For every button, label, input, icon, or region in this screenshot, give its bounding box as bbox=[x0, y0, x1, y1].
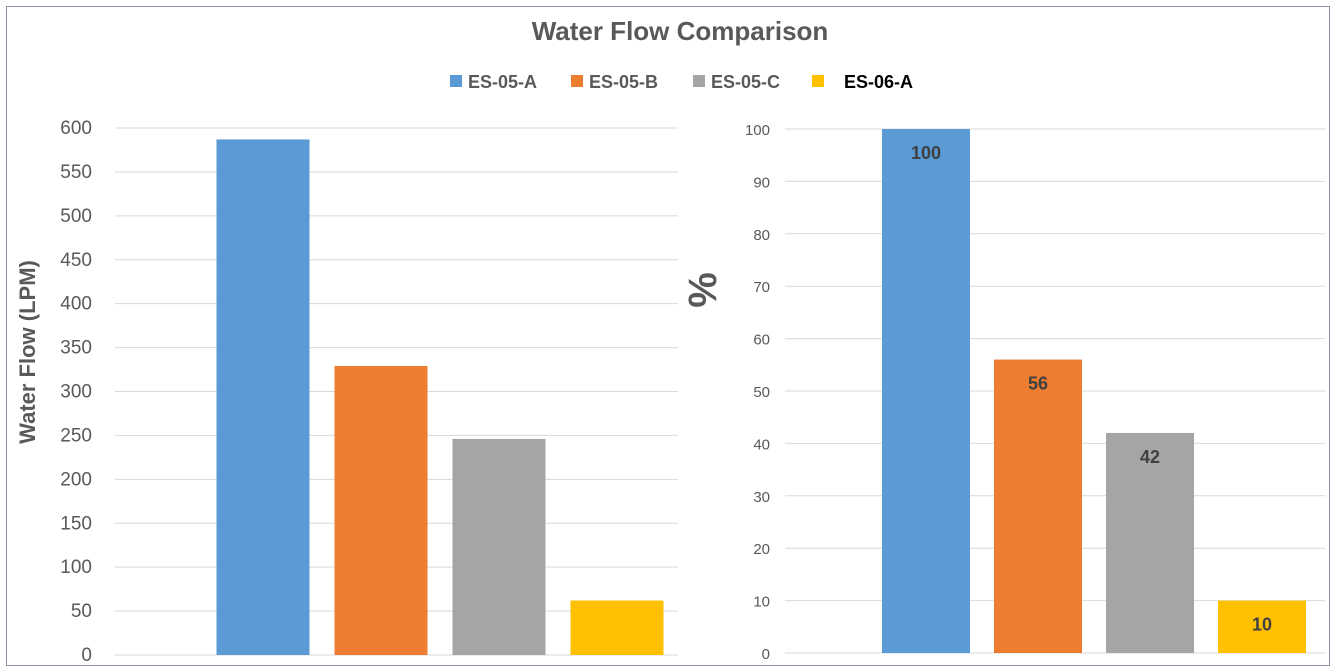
legend-label-es-05-b: ES-05-B bbox=[589, 72, 658, 92]
bar-es-05-c bbox=[1106, 432, 1194, 653]
y-tick-label-400: 400 bbox=[60, 294, 92, 315]
legend-swatch-es-05-a bbox=[450, 75, 462, 87]
left-y-tick-labels: 0 50 100 150 200 250 300 350 400 450 500 550 600 bbox=[60, 118, 92, 666]
y-tick-label-50: 50 bbox=[71, 601, 92, 622]
y-tick-label-100: 100 bbox=[60, 557, 92, 578]
y-tick-label-10: 10 bbox=[753, 594, 770, 611]
right-plot-area: 0 10 20 30 40 50 60 70 80 90 100 100 56 42 10 % bbox=[681, 122, 1325, 663]
bar-es-05-c bbox=[452, 438, 546, 655]
y-tick-label-60: 60 bbox=[753, 332, 770, 349]
legend-swatch-es-05-b bbox=[571, 75, 583, 87]
legend-label-es-05-c: ES-05-C bbox=[711, 72, 780, 92]
legend-label-es-06-a: ES-06-A bbox=[844, 72, 913, 92]
right-y-axis-title: % bbox=[681, 272, 725, 308]
left-plot-area: 0 50 100 150 200 250 300 350 400 450 500 550 600 Wat… bbox=[15, 118, 678, 666]
data-label-es-05-a: 100 bbox=[911, 143, 941, 163]
y-tick-label-90: 90 bbox=[753, 174, 770, 191]
y-tick-label-350: 350 bbox=[60, 338, 92, 359]
right-y-tick-labels: 0 10 20 30 40 50 60 70 80 90 100 bbox=[745, 122, 770, 663]
bar-es-05-a bbox=[882, 129, 970, 653]
legend: ES-05-A ES-05-B ES-05-C ES-06-A bbox=[450, 72, 913, 92]
bar-es-06-a bbox=[570, 600, 664, 655]
right-bars bbox=[882, 129, 1306, 653]
y-tick-label-250: 250 bbox=[60, 425, 92, 446]
data-label-es-05-c: 42 bbox=[1140, 447, 1160, 467]
legend-swatch-es-05-c bbox=[693, 75, 705, 87]
y-tick-label-30: 30 bbox=[753, 489, 770, 506]
y-tick-label-0: 0 bbox=[81, 645, 92, 666]
left-y-axis-title: Water Flow (LPM) bbox=[15, 260, 40, 444]
y-tick-label-300: 300 bbox=[60, 382, 92, 403]
data-label-es-05-b: 56 bbox=[1028, 374, 1048, 394]
bar-es-05-a bbox=[216, 139, 310, 655]
y-tick-label-450: 450 bbox=[60, 250, 92, 271]
y-tick-label-70: 70 bbox=[753, 279, 770, 296]
bar-es-06-a bbox=[1218, 600, 1306, 653]
data-label-es-06-a: 10 bbox=[1252, 615, 1272, 635]
y-tick-label-50: 50 bbox=[753, 384, 770, 401]
bar-es-05-b bbox=[994, 359, 1082, 653]
y-tick-label-80: 80 bbox=[753, 227, 770, 244]
y-tick-label-500: 500 bbox=[60, 206, 92, 227]
legend-label-es-05-a: ES-05-A bbox=[468, 72, 537, 92]
legend-swatch-es-06-a bbox=[812, 75, 824, 87]
bar-es-05-b bbox=[334, 366, 428, 655]
chart-title: Water Flow Comparison bbox=[532, 16, 829, 46]
left-bars bbox=[216, 139, 664, 655]
y-tick-label-0: 0 bbox=[762, 646, 770, 663]
y-tick-label-20: 20 bbox=[753, 541, 770, 558]
y-tick-label-100: 100 bbox=[745, 122, 770, 139]
y-tick-label-550: 550 bbox=[60, 162, 92, 183]
y-tick-label-40: 40 bbox=[753, 436, 770, 453]
y-tick-label-200: 200 bbox=[60, 469, 92, 490]
right-data-labels: 100 56 42 10 bbox=[911, 143, 1272, 635]
y-tick-label-600: 600 bbox=[60, 118, 92, 139]
y-tick-label-150: 150 bbox=[60, 513, 92, 534]
